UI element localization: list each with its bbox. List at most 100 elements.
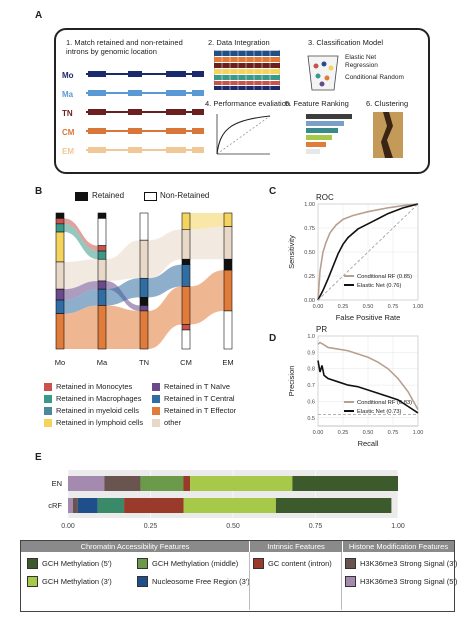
x-tick-label: 0.25 — [338, 304, 349, 310]
pr-chart: PR 0.00 0.25 0.50 0.75 1.00 0.5 0.6 0.7 0.8 0.9 1.0… — [287, 325, 423, 448]
legend-swatch — [152, 382, 160, 391]
series-line — [317, 360, 419, 414]
alluvial-node — [181, 264, 191, 287]
alluvial-axis-label: Mo — [55, 358, 65, 367]
alluvial-axis-label: EM — [222, 358, 233, 367]
feature-legend-item: GCH Methylation (3') — [27, 576, 112, 587]
exon-block — [88, 128, 106, 134]
exon-block — [192, 71, 204, 77]
stacked-bar-segment — [124, 498, 184, 513]
exon-block — [166, 90, 186, 96]
alluvial-flow — [106, 240, 140, 281]
group-divider — [341, 552, 342, 610]
alluvial-flow — [190, 226, 224, 260]
y-tick-label: 0.00 — [304, 298, 315, 304]
exon-block — [192, 109, 204, 115]
alluvial-node — [223, 212, 233, 227]
y-tick-label: 0.9 — [307, 350, 315, 356]
legend-swatch — [152, 418, 160, 427]
y-axis-label: Precision — [287, 366, 296, 397]
alluvial-node — [55, 288, 65, 301]
alluvial-node — [139, 239, 149, 279]
legend-label: Elastic Net (0.76) — [357, 283, 402, 289]
alluvial-node — [223, 258, 233, 271]
legend-label: Conditional RF (0.83) — [357, 400, 412, 406]
exon-block — [192, 128, 204, 134]
legend-swatch — [137, 558, 148, 569]
alluvial-flow — [148, 264, 182, 298]
legend-swatch — [345, 558, 356, 569]
legend-swatch — [27, 558, 38, 569]
x-tick-label: 1.00 — [413, 304, 424, 310]
panel-label-e: E — [35, 452, 42, 463]
alluvial-flow — [64, 289, 98, 314]
legend-swatch — [152, 394, 160, 403]
step-5-text: 5. Feature Ranking — [285, 99, 349, 108]
group-title-intrinsic: Intrinsic Features — [250, 541, 343, 552]
legend-label: Elastic Net (0.73) — [357, 409, 402, 415]
ranking-bar — [306, 128, 338, 133]
feature-legend-item: Nucleosome Free Region (3') — [137, 576, 250, 587]
clustering-heatmap-icon — [373, 112, 403, 158]
legend-swatch — [44, 418, 52, 427]
legend-text: GC content (intron) — [268, 559, 332, 568]
exon-block — [166, 147, 186, 153]
alluvial-axis-label: CM — [180, 358, 192, 367]
alluvial-node — [55, 212, 65, 219]
x-tick-label: 0.75 — [388, 304, 399, 310]
alluvial-flow — [148, 286, 182, 349]
legend-text: Retained in Macrophages — [56, 394, 142, 403]
y-tick-label: 0.25 — [304, 274, 315, 280]
cell-type-label: Mo — [62, 71, 74, 80]
series-line — [317, 203, 419, 301]
group-title-chromatin: Chromatin Accessibility Features — [21, 541, 250, 552]
legend-swatch — [137, 576, 148, 587]
exon-block — [128, 147, 142, 153]
legend-swatch — [152, 406, 160, 415]
alluvial-flow — [64, 305, 98, 349]
chart-title: ROC — [316, 193, 334, 202]
stacked-bar-segment — [97, 498, 125, 513]
alluvial-legend-item: other — [152, 418, 260, 427]
feature-importance-chart: 0.00 0.25 0.50 0.75 1.00 EN cRF — [48, 470, 405, 530]
feature-legend-table: Chromatin Accessibility Features Intrins… — [20, 540, 458, 612]
feature-legend-item: GCH Methylation (middle) — [137, 558, 238, 569]
y-axis-label: Sensitivity — [287, 235, 296, 269]
alluvial-node — [223, 269, 233, 312]
legend-text: Retained in Monocytes — [56, 382, 133, 391]
alluvial-flow — [64, 259, 98, 290]
series-line — [317, 341, 419, 411]
legend-text: Retained in lymphoid cells — [56, 418, 144, 427]
stacked-bar-segment — [183, 498, 276, 513]
x-tick-label: 0.00 — [313, 430, 324, 436]
step-3-text: 3. Classification Model — [308, 38, 384, 47]
intron-tracks: Mo Ma TN CM EM — [62, 71, 204, 156]
x-tick-label: 0.25 — [338, 430, 349, 436]
legend-text: GCH Methylation (3') — [42, 577, 112, 586]
alluvial-node — [223, 226, 233, 260]
alluvial-node — [97, 250, 107, 260]
feature-legend-item: H3K36me3 Strong Signal (3') — [345, 558, 457, 569]
group-divider — [249, 552, 250, 610]
legend-text: Nucleosome Free Region (3') — [152, 577, 250, 586]
alluvial-node — [55, 261, 65, 290]
classification-cup-icon — [307, 55, 339, 91]
y-tick-label: 1.0 — [307, 334, 315, 340]
exon-block — [88, 147, 106, 153]
step-4-text: 4. Performance evaliation — [205, 99, 291, 108]
legend-text: H3K36me3 Strong Signal (5') — [360, 577, 458, 586]
alluvial-flow — [64, 281, 98, 301]
alluvial-node — [181, 212, 191, 230]
panel-label-d: D — [269, 333, 277, 344]
exon-block — [192, 147, 204, 153]
x-tick-label: 0.00 — [313, 304, 324, 310]
x-axis-label: Recall — [358, 439, 379, 448]
ranking-bar — [306, 142, 326, 147]
alluvial-node — [139, 310, 149, 350]
stacked-bar-segment — [77, 498, 98, 513]
legend-retained-swatch — [75, 192, 88, 201]
alluvial-node — [181, 286, 191, 325]
x-tick-label: 1.00 — [391, 523, 405, 530]
x-tick-label: 0.75 — [388, 430, 399, 436]
exon-block — [88, 71, 106, 77]
